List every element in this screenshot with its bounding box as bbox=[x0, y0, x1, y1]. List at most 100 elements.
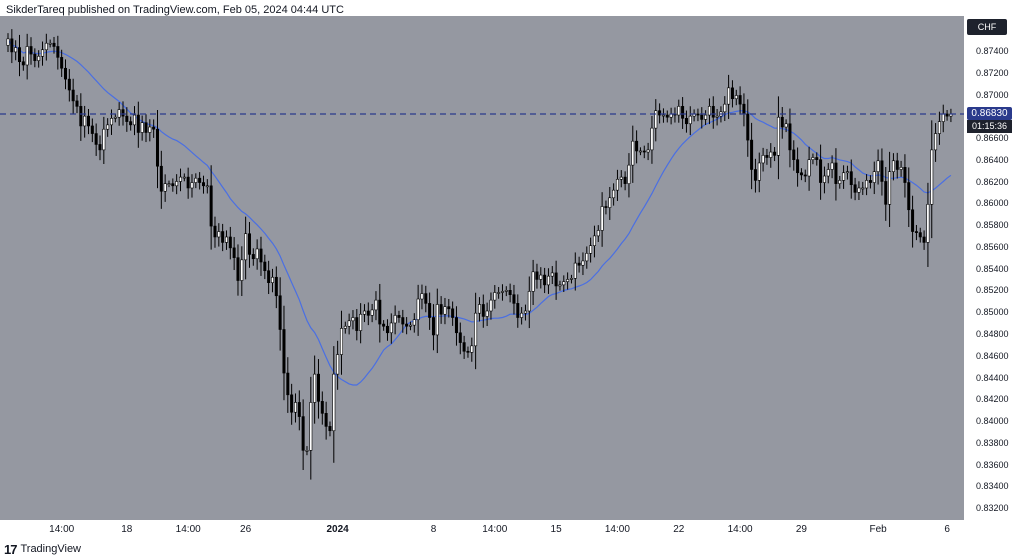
candle bbox=[48, 39, 52, 48]
candle bbox=[926, 182, 930, 267]
time-tick-label: 2024 bbox=[326, 524, 349, 535]
candle bbox=[635, 130, 639, 164]
candle bbox=[389, 313, 393, 344]
candle bbox=[336, 340, 340, 390]
candle-body bbox=[807, 159, 811, 177]
candle bbox=[132, 106, 136, 136]
candle-body bbox=[267, 270, 271, 283]
candle bbox=[316, 359, 320, 419]
candle bbox=[374, 291, 378, 321]
candle bbox=[554, 260, 558, 300]
candle bbox=[178, 168, 182, 192]
candle-body bbox=[351, 317, 355, 322]
candle bbox=[175, 174, 179, 195]
candle bbox=[263, 254, 267, 280]
candle bbox=[623, 171, 627, 191]
candle-body bbox=[884, 181, 888, 205]
candle bbox=[385, 319, 389, 341]
candle-body bbox=[819, 159, 823, 183]
candle bbox=[650, 115, 654, 164]
candle bbox=[405, 317, 409, 335]
candle-body bbox=[286, 372, 290, 396]
candle-body bbox=[431, 317, 435, 336]
candle-body bbox=[941, 113, 945, 122]
candle bbox=[186, 167, 190, 199]
price-tick-label: 0.87400 bbox=[976, 45, 1009, 56]
candle bbox=[305, 446, 309, 456]
candle-body bbox=[6, 38, 10, 46]
candle bbox=[562, 275, 566, 293]
candle bbox=[911, 195, 915, 248]
candle bbox=[489, 292, 493, 320]
candle-body bbox=[757, 162, 761, 181]
candle bbox=[665, 110, 669, 123]
candle-body bbox=[297, 402, 301, 417]
candlestick-chart[interactable] bbox=[0, 16, 964, 520]
candle bbox=[891, 153, 895, 181]
candle-body bbox=[313, 373, 317, 403]
candle-body bbox=[566, 279, 570, 282]
candle-body bbox=[539, 274, 543, 280]
candle-body bbox=[750, 139, 754, 170]
candle-body bbox=[83, 115, 87, 127]
candle bbox=[922, 230, 926, 250]
candle bbox=[535, 263, 539, 289]
candle bbox=[872, 161, 876, 195]
candle-body bbox=[727, 87, 731, 105]
candle-body bbox=[585, 253, 589, 262]
candle bbox=[619, 170, 623, 188]
price-tick-label: 0.86200 bbox=[976, 176, 1009, 187]
candle-body bbox=[228, 236, 232, 249]
candle-body bbox=[389, 322, 393, 334]
price-tick-label: 0.84600 bbox=[976, 350, 1009, 361]
candle-body bbox=[922, 236, 926, 243]
candle bbox=[746, 99, 750, 157]
candle bbox=[761, 147, 765, 172]
candle-body bbox=[171, 183, 175, 187]
price-axis[interactable]: CHF 0.86830 01:15:36 0.87400 0.87200 0.870… bbox=[964, 16, 1024, 520]
candle-body bbox=[642, 150, 646, 153]
candle bbox=[880, 148, 884, 196]
candle bbox=[416, 284, 420, 336]
time-axis[interactable]: 14:00 18 14:00 26 2024 8 14:00 15 14:00 22 14:00 29… bbox=[0, 520, 964, 540]
candle bbox=[362, 304, 366, 323]
candle bbox=[290, 383, 294, 425]
candle bbox=[431, 304, 435, 351]
candle bbox=[516, 294, 520, 328]
candle bbox=[60, 49, 64, 77]
candle bbox=[899, 160, 903, 177]
candle-body bbox=[443, 306, 447, 315]
tradingview-footer[interactable]: 17 TradingView bbox=[4, 542, 81, 557]
time-tick-label: 14:00 bbox=[604, 524, 630, 535]
candle bbox=[167, 180, 171, 188]
candle bbox=[201, 175, 205, 194]
candle bbox=[190, 174, 194, 198]
candle bbox=[497, 287, 501, 299]
candle-body bbox=[420, 293, 424, 300]
candle-body bbox=[366, 310, 370, 316]
candle bbox=[765, 148, 769, 165]
chart-plot-area[interactable] bbox=[0, 16, 964, 520]
candle-body bbox=[121, 109, 125, 117]
candle bbox=[481, 294, 485, 328]
candle-body bbox=[895, 160, 899, 170]
candle-body bbox=[194, 177, 198, 183]
candle-body bbox=[109, 118, 113, 126]
candle-body bbox=[198, 177, 202, 183]
candle bbox=[642, 145, 646, 159]
candle bbox=[596, 225, 600, 242]
candle bbox=[140, 115, 144, 141]
candle-body bbox=[734, 95, 738, 100]
candle bbox=[876, 149, 880, 185]
candle-body bbox=[661, 114, 665, 117]
candle bbox=[339, 310, 343, 375]
candle-body bbox=[167, 183, 171, 185]
candle bbox=[704, 110, 708, 125]
currency-badge[interactable]: CHF bbox=[967, 19, 1007, 35]
candle bbox=[412, 313, 416, 333]
price-tick-label: 0.85600 bbox=[976, 241, 1009, 252]
candle-body bbox=[44, 42, 48, 51]
price-tick-label: 0.86600 bbox=[976, 133, 1009, 143]
candle-body bbox=[715, 115, 719, 118]
candle-body bbox=[558, 284, 562, 287]
